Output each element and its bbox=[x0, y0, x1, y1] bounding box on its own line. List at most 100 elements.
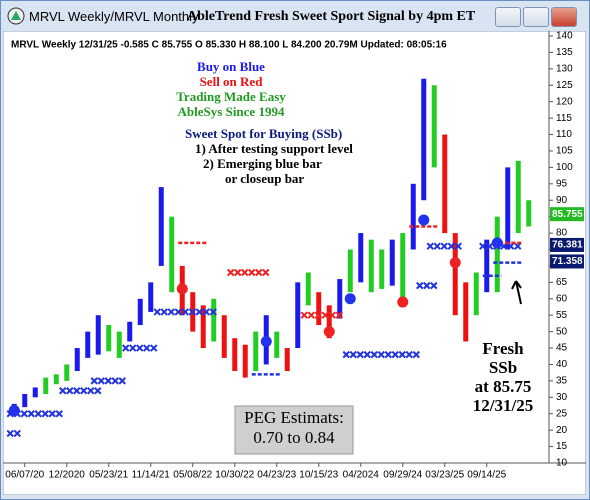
signal-dot bbox=[418, 214, 430, 226]
signal-dot bbox=[323, 326, 335, 338]
y-tick-label: 10 bbox=[556, 458, 568, 469]
y-tick-label: 135 bbox=[556, 47, 573, 58]
info-line: MRVL Weekly 12/31/25 -0.585 C 85.755 O 8… bbox=[11, 40, 447, 51]
price-bar bbox=[43, 377, 49, 395]
price-bar bbox=[274, 331, 280, 358]
x-marker-row bbox=[122, 344, 158, 352]
signal-dot bbox=[344, 293, 356, 305]
price-bar bbox=[211, 298, 217, 342]
x-marker-row bbox=[90, 377, 126, 385]
y-tick-label: 80 bbox=[556, 228, 568, 239]
signal-dot bbox=[8, 404, 20, 416]
price-bar bbox=[148, 282, 154, 312]
y-tick-label: 120 bbox=[556, 96, 573, 107]
x-tick-label: 09/14/25 bbox=[467, 470, 506, 481]
price-bar bbox=[284, 348, 290, 372]
signal-dot bbox=[397, 296, 409, 308]
x-marker-row bbox=[6, 429, 21, 438]
price-bar bbox=[368, 239, 374, 293]
y-tick-label: 115 bbox=[556, 113, 572, 124]
y-tick-label: 65 bbox=[556, 277, 568, 288]
price-bar bbox=[326, 305, 332, 339]
price-bar bbox=[116, 331, 122, 358]
x-tick-label: 04/23/23 bbox=[257, 470, 296, 481]
price-bar bbox=[242, 344, 248, 378]
price-bar bbox=[431, 85, 437, 168]
window-title: MRVL Weekly/MRVL Monthly bbox=[29, 9, 199, 24]
y-tick-label: 90 bbox=[556, 195, 568, 206]
minimize-button[interactable] bbox=[495, 7, 521, 27]
price-label-box bbox=[550, 237, 584, 252]
price-bar bbox=[305, 272, 311, 306]
price-bar bbox=[64, 364, 70, 381]
y-tick-label: 45 bbox=[556, 343, 568, 354]
price-bar bbox=[526, 200, 532, 227]
legend-text: Buy on Blue bbox=[197, 59, 265, 74]
x-marker-row bbox=[426, 242, 462, 250]
x-tick-label: 12/2020 bbox=[49, 470, 86, 481]
x-marker-row bbox=[59, 387, 102, 395]
window-subtitle: AbleTrend Fresh Sweet Sport Signal by 4p… bbox=[187, 9, 476, 24]
fresh-text: Fresh bbox=[482, 339, 524, 358]
y-tick-label: 35 bbox=[556, 376, 568, 387]
close-button[interactable] bbox=[551, 7, 577, 27]
fresh-text: at 85.75 bbox=[475, 377, 532, 396]
price-bar bbox=[53, 374, 59, 385]
peg-box bbox=[234, 405, 354, 455]
arrow bbox=[511, 280, 522, 305]
x-tick-label: 05/23/21 bbox=[89, 470, 128, 481]
signal-dot bbox=[449, 257, 461, 269]
x-tick-label: 03/23/25 bbox=[425, 470, 464, 481]
price-bar bbox=[74, 348, 80, 372]
price-bar bbox=[337, 279, 343, 319]
price-bar bbox=[494, 216, 500, 293]
x-marker-row bbox=[153, 308, 217, 316]
signal-dot bbox=[491, 237, 503, 249]
price-bar bbox=[32, 387, 38, 398]
signal-dot bbox=[176, 283, 188, 295]
price-bar bbox=[389, 239, 395, 286]
price-bar bbox=[22, 394, 28, 408]
price-bar bbox=[473, 272, 479, 316]
price-bar bbox=[295, 282, 301, 349]
legend-text: Sell on Red bbox=[200, 74, 264, 89]
legend-text: Trading Made Easy bbox=[176, 89, 286, 104]
x-marker-row bbox=[227, 268, 270, 277]
price-bar bbox=[358, 233, 364, 283]
peg-text: PEG Estimats: bbox=[244, 408, 344, 427]
x-marker-row bbox=[342, 350, 420, 359]
peg-text: 0.70 to 0.84 bbox=[253, 428, 335, 447]
signal-dot bbox=[260, 335, 272, 347]
price-bar bbox=[505, 167, 511, 250]
y-tick-label: 25 bbox=[556, 408, 568, 419]
y-tick-label: 30 bbox=[556, 392, 568, 403]
x-marker-row bbox=[300, 311, 343, 319]
price-bar bbox=[410, 183, 416, 250]
y-tick-label: 40 bbox=[556, 359, 568, 370]
y-tick-label: 50 bbox=[556, 326, 568, 337]
y-tick-label: 20 bbox=[556, 425, 568, 436]
fresh-text: SSb bbox=[489, 358, 517, 377]
x-tick-label: 04/2024 bbox=[343, 470, 380, 481]
maximize-button[interactable] bbox=[523, 7, 549, 27]
y-tick-label: 140 bbox=[556, 31, 573, 42]
price-label-box bbox=[550, 254, 584, 269]
price-bar bbox=[169, 216, 175, 293]
price-bar bbox=[221, 315, 227, 358]
y-tick-label: 125 bbox=[556, 80, 573, 91]
y-tick-label: 95 bbox=[556, 178, 568, 189]
app-icon bbox=[7, 7, 25, 25]
ssb-line: 1) After testing support level bbox=[195, 141, 353, 156]
price-label-box bbox=[550, 207, 584, 222]
y-tick-label: 55 bbox=[556, 310, 568, 321]
x-tick-label: 11/14/21 bbox=[132, 470, 171, 481]
price-bar bbox=[484, 239, 490, 293]
price-bar bbox=[85, 331, 91, 358]
x-tick-label: 06/07/20 bbox=[5, 470, 44, 481]
price-bar bbox=[421, 78, 427, 201]
legend-text: AbleSys Since 1994 bbox=[178, 104, 285, 119]
x-marker-row bbox=[416, 281, 438, 290]
price-bar bbox=[158, 187, 164, 266]
price-bar bbox=[95, 315, 101, 355]
x-tick-label: 05/08/22 bbox=[173, 470, 212, 481]
